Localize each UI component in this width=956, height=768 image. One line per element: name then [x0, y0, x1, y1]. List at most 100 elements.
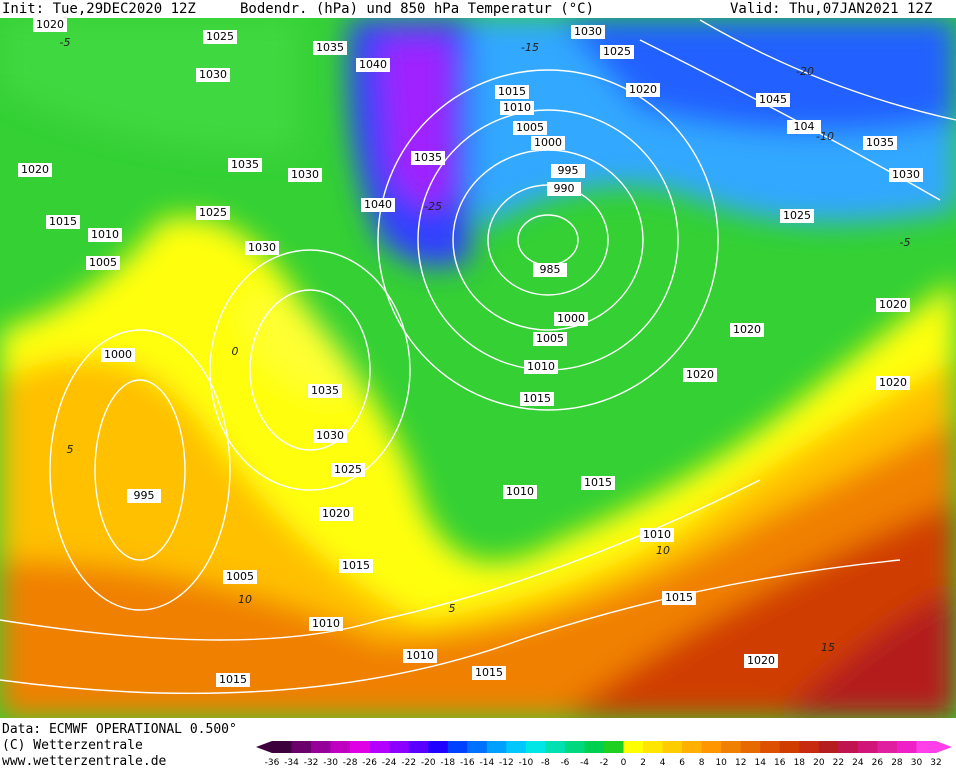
isobar-label-box	[571, 25, 605, 39]
isobar-label: 1025	[334, 463, 362, 476]
isobar-label-box	[46, 215, 80, 229]
isobar-label: 1045	[759, 93, 787, 106]
colorbar-label: -2	[600, 758, 609, 768]
isobar-label: 995	[134, 489, 155, 502]
colorbar-swatch	[779, 741, 800, 753]
isobar-label: 1030	[574, 25, 602, 38]
colorbar-swatch	[330, 741, 351, 753]
isobar-label: 1005	[516, 121, 544, 134]
colorbar-label: 16	[774, 758, 786, 768]
colorbar-label: 24	[852, 758, 864, 768]
isobar-label: 1025	[199, 206, 227, 219]
isobar-label-box	[411, 151, 445, 165]
isobar-label: 1035	[414, 151, 442, 164]
colorbar-swatch	[857, 741, 878, 753]
isotherm-label: 10	[656, 544, 670, 557]
colorbar-label: -32	[304, 758, 319, 768]
colorbar-swatch	[428, 741, 449, 753]
data-source: Data: ECMWF OPERATIONAL 0.500°	[2, 722, 237, 737]
isobar-label-box	[33, 18, 67, 32]
isobar-label: 1015	[475, 666, 503, 679]
isobar-label-box	[863, 136, 897, 150]
isobar-label: 1020	[879, 376, 907, 389]
isobar-label: 1010	[506, 485, 534, 498]
isobar-label-box	[308, 384, 342, 398]
isotherm-label: -20	[796, 65, 814, 78]
isobar-label: 1035	[311, 384, 339, 397]
isobar-label: 1040	[359, 58, 387, 71]
colorbar-label: 6	[679, 758, 685, 768]
isobar-label-box	[203, 30, 237, 44]
isobar-label: 1010	[406, 649, 434, 662]
colorbar-swatch	[740, 741, 761, 753]
colorbar-label: 30	[911, 758, 923, 768]
isobar-label: 1025	[783, 209, 811, 222]
isobar-label: 995	[558, 164, 579, 177]
isobar-label-box	[101, 348, 135, 362]
colorbar-label: 12	[735, 758, 746, 768]
colorbar-arrow-low	[256, 741, 272, 753]
colorbar-swatch	[662, 741, 683, 753]
isotherm-label: 5	[449, 602, 456, 615]
colorbar-label: -22	[401, 758, 416, 768]
isobar-label: 1000	[104, 348, 132, 361]
isobar-label-box	[787, 120, 821, 134]
colorbar-swatch	[408, 741, 429, 753]
valid-time: Valid: Thu,07JAN2021 12Z	[730, 1, 932, 17]
isotherm-label: -10	[816, 130, 834, 143]
isobar-label: 1030	[199, 68, 227, 81]
isobar-label-box	[313, 429, 347, 443]
colorbar-label: 28	[891, 758, 903, 768]
isobar-label: 1030	[316, 429, 344, 442]
isobar-label-box	[524, 360, 558, 374]
isobar-label: 1010	[527, 360, 555, 373]
isobar-label: 1020	[21, 163, 49, 176]
colorbar-label: 18	[794, 758, 806, 768]
colorbar-arrow-high	[936, 741, 952, 753]
copyright: (C) Wetterzentrale	[2, 738, 143, 753]
isobar-label: 1015	[523, 392, 551, 405]
colorbar-label: -20	[421, 758, 436, 768]
colorbar-label: 20	[813, 758, 825, 768]
isobar-label: 985	[540, 263, 561, 276]
isobar-label: 1020	[879, 298, 907, 311]
isobar-label: 1020	[629, 83, 657, 96]
isobar-label-box	[288, 168, 322, 182]
isobar-label-box	[876, 376, 910, 390]
isobar-label-box	[551, 164, 585, 178]
isobar-label-box	[683, 368, 717, 382]
isobar-label: 1020	[747, 654, 775, 667]
colorbar-swatch	[311, 741, 332, 753]
isobar-label: 1025	[206, 30, 234, 43]
isobar-label: 1005	[226, 570, 254, 583]
isobar-label-box	[744, 654, 778, 668]
isobar-label-box	[472, 666, 506, 680]
isobar-label: 1005	[536, 332, 564, 345]
colorbar-swatch	[350, 741, 371, 753]
isobar-label-box	[547, 182, 581, 196]
isobar-label: 1035	[231, 158, 259, 171]
colorbar-label: -18	[440, 758, 455, 768]
colorbar-label: -8	[541, 758, 550, 768]
isobar-label-box	[309, 617, 343, 631]
colorbar-label: 2	[640, 758, 646, 768]
isobar-label-box	[495, 85, 529, 99]
isotherm-label: -15	[521, 41, 539, 54]
isobar-label-box	[88, 228, 122, 242]
isobar-label: 1015	[665, 591, 693, 604]
isobar-label: 1010	[312, 617, 340, 630]
isobar-label: 1010	[503, 101, 531, 114]
colorbar-swatch	[545, 741, 566, 753]
colorbar-label: -36	[265, 758, 280, 768]
isobar-label-box	[554, 312, 588, 326]
colorbar-swatch	[447, 741, 468, 753]
isobar-label-box	[662, 591, 696, 605]
isobar-label-box	[730, 323, 764, 337]
colorbar-label: -10	[519, 758, 534, 768]
isobar-label: 1035	[866, 136, 894, 149]
colorbar-label: 32	[930, 758, 941, 768]
isobar-label-box	[520, 392, 554, 406]
colorbar-label: -14	[479, 758, 494, 768]
website: www.wetterzentrale.de	[2, 754, 167, 768]
